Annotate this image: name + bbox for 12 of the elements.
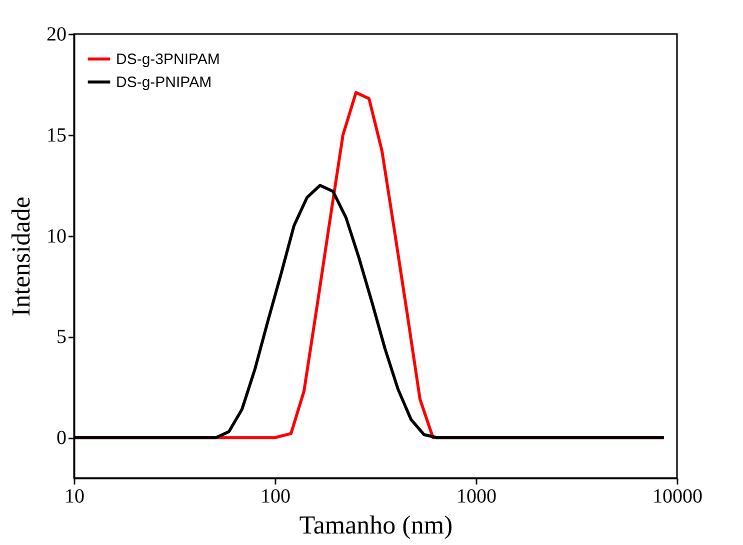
y-tick-label: 5 (56, 326, 66, 348)
x-tick-label: 100 (260, 486, 290, 508)
y-tick-label: 15 (46, 124, 66, 146)
y-tick-label: 20 (46, 24, 66, 46)
legend-label: DS-g-3PNIPAM (116, 51, 220, 68)
y-tick-label: 0 (56, 427, 66, 450)
legend-label: DS-g-PNIPAM (116, 74, 212, 91)
x-axis-title: Tamanho (nm) (299, 510, 453, 540)
y-tick-label: 10 (46, 225, 66, 248)
y-axis-title: Intensidade (6, 196, 36, 316)
x-tick-label: 1000 (456, 486, 496, 508)
x-tick-label: 10000 (652, 486, 702, 508)
